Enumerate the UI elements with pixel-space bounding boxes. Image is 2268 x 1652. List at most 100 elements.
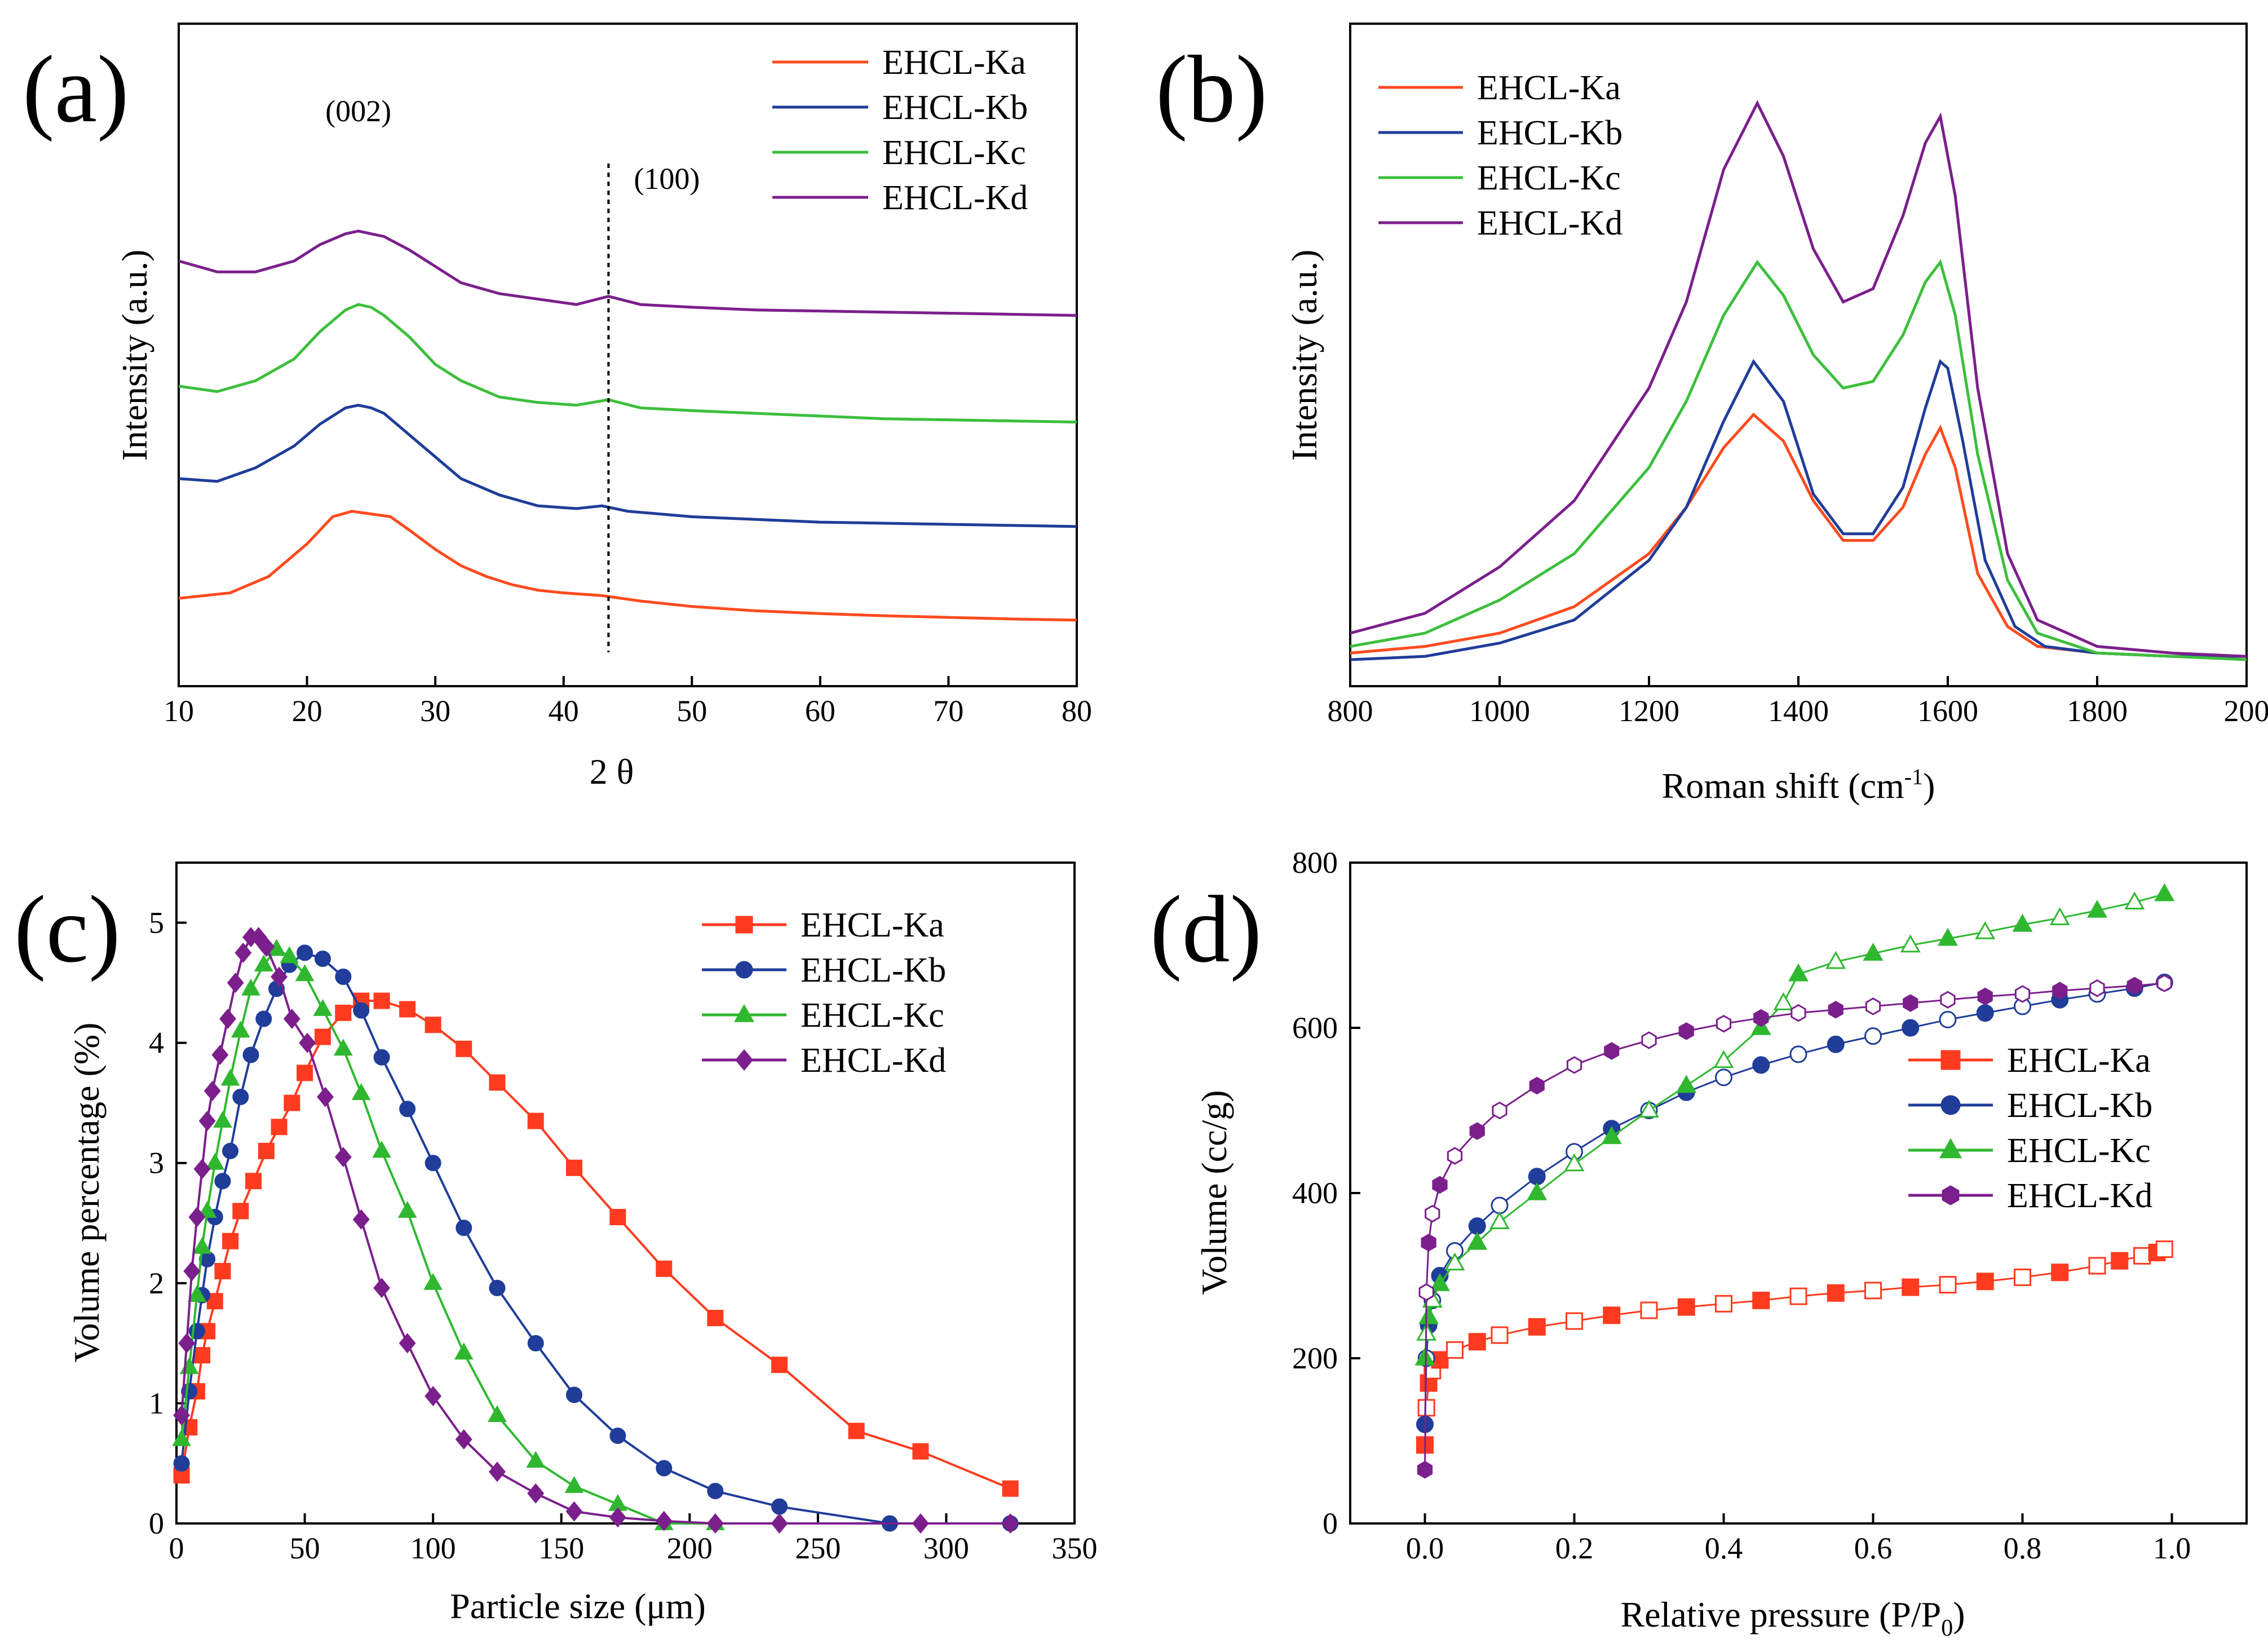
data-point-ehcl-ka — [609, 1209, 626, 1226]
legend-label-ehcl-kd: EHCL-Kd — [1477, 204, 1622, 242]
legend-marker-ehcl-kc — [734, 1004, 754, 1022]
data-point-ehcl-ka — [314, 1028, 331, 1045]
x-tick-label: 70 — [933, 694, 963, 728]
data-point-ehcl-kc — [454, 1342, 474, 1360]
data-point-ehcl-kd — [912, 1513, 929, 1534]
panel-a-label: (a) — [23, 36, 129, 142]
x-tick-label: 0.4 — [1705, 1531, 1743, 1565]
data-point-ehcl-kc — [1975, 921, 1996, 939]
data-point-ehcl-ka — [1752, 1291, 1770, 1309]
x-tick-label: 0.0 — [1406, 1531, 1444, 1565]
data-point-ehcl-ka — [2051, 1264, 2069, 1282]
data-point-ehcl-kb — [255, 1010, 272, 1027]
panel-c-plot-frame — [175, 862, 1076, 1525]
panel-b-label: (b) — [1156, 36, 1267, 142]
data-point-ehcl-kb — [399, 1101, 416, 1117]
x-tick-label: 1600 — [1917, 694, 1978, 728]
data-point-ehcl-ka — [194, 1347, 211, 1364]
data-point-ehcl-kd — [2126, 977, 2142, 995]
data-point-ehcl-kd — [1421, 1234, 1436, 1252]
data-point-ehcl-kd — [373, 1278, 391, 1298]
data-point-ehcl-kb — [456, 1220, 472, 1236]
x-tick-label: 50 — [290, 1531, 320, 1565]
x-tick-label: 1400 — [1768, 694, 1829, 728]
x-tick-label: 1.0 — [2153, 1531, 2191, 1565]
data-point-ehcl-kd — [1865, 997, 1881, 1015]
panel-d-ticks: 0.0 0.2 0.4 0.6 0.8 1.0 0 200 400 600 800 — [1292, 846, 2191, 1565]
x-tick-label: 300 — [923, 1531, 969, 1565]
data-point-ehcl-kb — [353, 1002, 370, 1019]
data-point-ehcl-ka — [1640, 1301, 1658, 1319]
x-tick-label: 1000 — [1469, 694, 1530, 728]
data-point-ehcl-kc — [397, 1200, 417, 1218]
y-tick-label: 600 — [1292, 1011, 1338, 1045]
data-point-ehcl-kb — [222, 1142, 239, 1159]
legend-label-ehcl-kd: EHCL-Kd — [2007, 1177, 2152, 1215]
data-point-ehcl-kd — [283, 1009, 300, 1029]
series-line-ehcl-kb — [178, 404, 1077, 528]
data-point-ehcl-kd — [1417, 1461, 1433, 1479]
data-point-ehcl-kd — [299, 1032, 316, 1053]
data-point-ehcl-kb — [314, 950, 331, 967]
legend-marker-ehcl-ka — [735, 916, 753, 934]
data-point-ehcl-ka — [1491, 1326, 1509, 1344]
x-tick-label: 10 — [163, 694, 194, 728]
data-point-ehcl-kb — [656, 1460, 673, 1477]
data-point-ehcl-ka — [1827, 1284, 1845, 1302]
data-point-ehcl-ka — [912, 1443, 929, 1460]
data-point-ehcl-kb — [771, 1498, 788, 1515]
legend-marker-ehcl-kb — [735, 961, 753, 979]
data-point-ehcl-kc — [372, 1141, 391, 1158]
data-point-ehcl-ka — [214, 1263, 231, 1280]
panel-a-xrd-chart: (a) 10 20 30 40 50 60 70 80 (002) (100) 2 θ Int… — [23, 23, 1092, 792]
data-point-ehcl-kd — [455, 1429, 472, 1450]
panel-b-y-axis-label: Intensity (a.u.) — [1284, 250, 1324, 461]
data-point-ehcl-kb — [489, 1279, 506, 1296]
x-tick-label: 350 — [1052, 1531, 1098, 1565]
data-point-ehcl-kc — [197, 1200, 217, 1218]
data-point-ehcl-kc — [295, 964, 315, 982]
data-point-ehcl-kd — [1469, 1122, 1485, 1140]
data-point-ehcl-kd — [2052, 982, 2068, 1000]
data-point-ehcl-ka — [284, 1094, 300, 1111]
y-tick-label: 2 — [149, 1266, 164, 1300]
data-point-ehcl-ka — [565, 1159, 582, 1176]
panel-b-x-axis-label: Roman shift (cm-1) — [1662, 764, 1935, 806]
panel-a-series-group — [178, 229, 1077, 622]
data-point-ehcl-ka — [245, 1173, 262, 1190]
data-point-ehcl-kb — [1902, 1019, 1920, 1037]
data-point-ehcl-kd — [399, 1333, 416, 1354]
legend-label-ehcl-kb: EHCL-Kb — [882, 89, 1028, 127]
data-point-ehcl-kb — [1491, 1196, 1509, 1214]
data-point-ehcl-kc — [1564, 1153, 1585, 1172]
data-point-ehcl-ka — [1603, 1306, 1621, 1324]
panel-b-series-group — [1350, 100, 2247, 661]
panel-a-peak-100-label: (100) — [634, 162, 700, 196]
legend-label-ehcl-kc: EHCL-Kc — [2007, 1132, 2151, 1170]
legend-marker-ehcl-kd — [735, 1049, 753, 1071]
data-point-ehcl-kb — [1976, 1004, 1994, 1022]
series-line-ehcl-kc — [1350, 259, 2247, 661]
data-point-ehcl-kc — [351, 1083, 371, 1101]
data-point-ehcl-kc — [1788, 963, 1809, 982]
x-tick-label: 20 — [292, 694, 322, 728]
panel-a-peak-002-label: (002) — [325, 94, 391, 128]
data-point-ehcl-kb — [1752, 1056, 1770, 1074]
data-point-ehcl-ka — [1002, 1480, 1019, 1497]
y-tick-label: 3 — [149, 1146, 164, 1180]
y-tick-label: 5 — [149, 906, 164, 940]
data-point-ehcl-ka — [1528, 1318, 1546, 1336]
series-line-ehcl-kb — [1350, 359, 2247, 661]
data-point-ehcl-kb — [609, 1427, 626, 1444]
series-line-ehcl-ka — [1350, 412, 2247, 658]
series-line-ehcl-kd — [178, 229, 1077, 317]
data-point-ehcl-ka — [1939, 1276, 1957, 1294]
data-point-ehcl-ka — [1566, 1312, 1583, 1330]
legend-label-ehcl-kb: EHCL-Kb — [1477, 114, 1622, 152]
data-point-ehcl-kd — [706, 1513, 724, 1534]
legend-marker-ehcl-ka — [1940, 1050, 1961, 1070]
data-point-ehcl-kd — [1828, 1001, 1843, 1019]
data-point-ehcl-kd — [609, 1507, 626, 1528]
data-point-ehcl-ka — [489, 1074, 506, 1091]
panel-c-series-group — [172, 927, 1019, 1534]
